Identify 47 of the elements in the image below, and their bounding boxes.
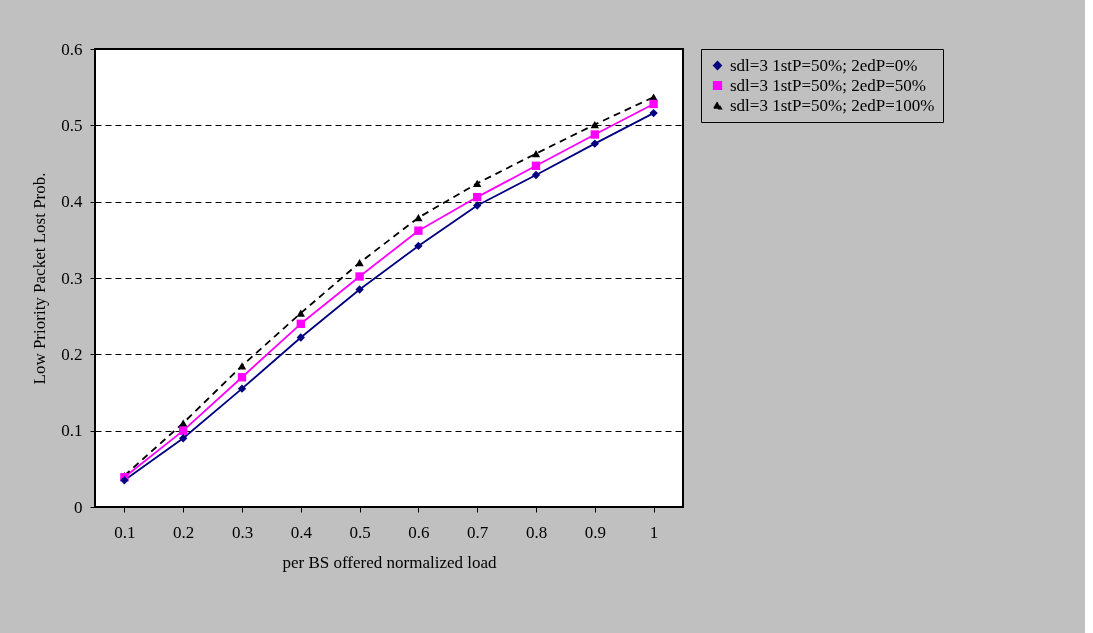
legend-label: sdl=3 1stP=50%; 2edP=50%: [730, 75, 926, 95]
legend-label: sdl=3 1stP=50%; 2edP=100%: [730, 95, 935, 115]
point: [414, 214, 423, 222]
point: [473, 179, 482, 187]
x-tick-label: 0.8: [525, 522, 548, 542]
point: [414, 241, 423, 251]
point: [531, 170, 541, 180]
point: [473, 192, 482, 202]
point: [179, 434, 188, 443]
x-tick-label: 0.9: [584, 522, 606, 542]
y-tick-label: 0.6: [61, 39, 83, 59]
point: [237, 384, 247, 393]
point: [237, 373, 247, 382]
x-tick-label: 0.6: [408, 522, 430, 542]
y-axis-title: Low Priority Packet Lost Prob.: [30, 172, 50, 385]
point: [355, 272, 364, 281]
y-tick-label: 0.3: [61, 268, 83, 288]
legend-label: sdl=3 1stP=50%; 2edP=0%: [730, 55, 918, 75]
x-tick-label: 0.3: [231, 522, 254, 542]
point: [649, 99, 658, 109]
point: [296, 333, 305, 342]
point: [355, 285, 364, 294]
point: [590, 139, 599, 148]
x-tick-label: 0.2: [173, 522, 195, 542]
point: [296, 309, 305, 317]
point: [590, 120, 599, 129]
y-tick-label: 0.1: [61, 421, 83, 441]
point: [473, 201, 482, 210]
point: [237, 362, 247, 370]
x-tick-label: 0.5: [349, 522, 371, 542]
y-tick-label: 0: [74, 497, 83, 517]
x-tick-label: 0.7: [467, 522, 489, 542]
x-tick-label: 1: [649, 522, 659, 542]
y-tick-label: 0.2: [61, 344, 83, 364]
x-tick-label: 0.4: [290, 522, 313, 542]
point: [355, 259, 364, 267]
point: [649, 108, 658, 118]
point: [414, 226, 423, 235]
point: [531, 149, 541, 158]
x-tick-label: 0.1: [114, 522, 136, 542]
point: [296, 319, 305, 328]
x-axis-title: per BS offered normalized load: [282, 552, 497, 572]
point: [590, 130, 599, 139]
point: [531, 161, 541, 170]
y-tick-label: 0.4: [61, 192, 83, 212]
y-tick-label: 0.5: [61, 115, 83, 135]
point: [179, 426, 188, 435]
